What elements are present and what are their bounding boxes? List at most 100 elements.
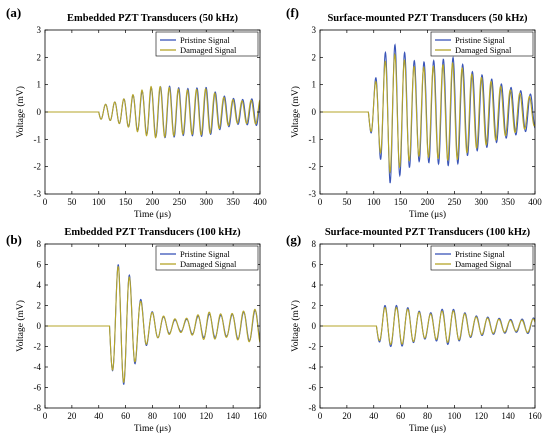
x-tick-label: 350 [226, 197, 240, 207]
y-tick-label: 3 [312, 25, 317, 35]
y-tick-label: -1 [34, 134, 42, 144]
legend-label-pristine: Pristine Signal [455, 35, 505, 45]
y-tick-label: -8 [34, 403, 42, 413]
x-axis-label: Time (μs) [134, 423, 171, 434]
y-tick-label: 6 [37, 260, 42, 270]
x-axis-label: Time (μs) [134, 209, 171, 220]
x-tick-label: 40 [369, 411, 379, 421]
y-tick-label: 0 [37, 321, 42, 331]
y-tick-label: 2 [312, 52, 317, 62]
y-tick-label: -8 [309, 403, 317, 413]
x-tick-label: 40 [94, 411, 104, 421]
y-tick-label: -3 [309, 189, 317, 199]
x-tick-label: 0 [43, 411, 48, 421]
legend-label-pristine: Pristine Signal [455, 249, 505, 259]
x-tick-label: 350 [501, 197, 515, 207]
x-tick-label: 60 [121, 411, 131, 421]
x-tick-label: 400 [253, 197, 267, 207]
y-tick-label: -2 [309, 162, 317, 172]
y-tick-label: -6 [309, 383, 317, 393]
y-tick-label: 3 [37, 25, 42, 35]
chart-title: Embedded PZT Transducers (100 kHz) [64, 227, 241, 238]
y-tick-label: 1 [37, 80, 42, 90]
y-tick-label: 0 [312, 107, 317, 117]
x-tick-label: 400 [528, 197, 542, 207]
x-tick-label: 200 [421, 197, 435, 207]
y-tick-label: -2 [309, 342, 317, 352]
y-tick-label: -2 [34, 162, 42, 172]
x-axis-label: Time (μs) [409, 423, 446, 434]
panel-letter: (a) [6, 5, 21, 20]
chart-panel-a: (a) Embedded PZT Transducers (50 kHz) 0 50 1… [6, 5, 267, 220]
x-tick-label: 250 [448, 197, 462, 207]
x-tick-label: 200 [146, 197, 160, 207]
y-tick-label: -4 [309, 362, 317, 372]
x-tick-label: 0 [318, 411, 323, 421]
legend-label-damaged: Damaged Signal [180, 45, 237, 55]
legend-label-damaged: Damaged Signal [180, 259, 237, 269]
y-tick-label: 4 [37, 280, 42, 290]
x-tick-label: 100 [173, 411, 187, 421]
y-tick-label: 0 [312, 321, 317, 331]
x-tick-label: 160 [528, 411, 542, 421]
y-tick-label: 2 [37, 301, 42, 311]
chart-panel-g: (g) Surface-mounted PZT Transducers (100 … [286, 227, 542, 434]
y-axis-label: Voltage (mV) [290, 86, 301, 138]
y-tick-label: 8 [312, 239, 317, 249]
x-tick-label: 80 [423, 411, 433, 421]
y-tick-label: 0 [37, 107, 42, 117]
series-line-damaged [320, 52, 535, 175]
legend-box [430, 31, 534, 57]
y-axis-label: Voltage (mV) [15, 300, 26, 352]
x-tick-label: 0 [318, 197, 323, 207]
chart-title: Surface-mounted PZT Transducers (100 kHz… [325, 227, 531, 238]
x-tick-label: 250 [173, 197, 187, 207]
y-tick-label: 8 [37, 239, 42, 249]
x-tick-label: 100 [367, 197, 381, 207]
y-tick-label: 6 [312, 260, 317, 270]
y-axis-label: Voltage (mV) [15, 86, 26, 138]
x-tick-label: 60 [396, 411, 406, 421]
panel-letter: (g) [286, 232, 301, 247]
chart-title: Embedded PZT Transducers (50 kHz) [67, 13, 238, 24]
y-tick-label: -1 [309, 134, 317, 144]
y-tick-label: -3 [34, 189, 42, 199]
x-tick-label: 120 [200, 411, 214, 421]
legend-label-pristine: Pristine Signal [180, 35, 230, 45]
legend-label-damaged: Damaged Signal [455, 45, 512, 55]
y-axis-label: Voltage (mV) [290, 300, 301, 352]
x-tick-label: 50 [67, 197, 77, 207]
legend-label-damaged: Damaged Signal [455, 259, 512, 269]
y-tick-label: 2 [37, 52, 42, 62]
x-tick-label: 150 [119, 197, 133, 207]
y-tick-label: -4 [34, 362, 42, 372]
x-tick-label: 140 [226, 411, 240, 421]
x-tick-label: 20 [342, 411, 352, 421]
x-tick-label: 50 [342, 197, 352, 207]
x-tick-label: 120 [475, 411, 489, 421]
legend-box [430, 245, 534, 271]
x-axis-label: Time (μs) [409, 209, 446, 220]
x-tick-label: 0 [43, 197, 48, 207]
x-tick-label: 100 [448, 411, 462, 421]
series-line-pristine [45, 264, 260, 385]
x-tick-label: 150 [394, 197, 408, 207]
chart-title: Surface-mounted PZT Transducers (50 kHz) [327, 13, 528, 24]
legend-label-pristine: Pristine Signal [180, 249, 230, 259]
x-tick-label: 20 [67, 411, 77, 421]
y-tick-label: -6 [34, 383, 42, 393]
x-tick-label: 80 [148, 411, 158, 421]
x-tick-label: 300 [475, 197, 489, 207]
x-tick-label: 140 [501, 411, 515, 421]
panel-letter: (f) [286, 5, 299, 20]
series-line-damaged [45, 266, 260, 383]
series-line-damaged [45, 85, 260, 139]
chart-panel-f: (f) Surface-mounted PZT Transducers (50 k… [286, 5, 542, 220]
panel-letter: (b) [6, 232, 22, 247]
x-tick-label: 100 [92, 197, 106, 207]
legend-box [155, 31, 259, 57]
y-tick-label: 2 [312, 301, 317, 311]
series-line-damaged [320, 306, 535, 346]
x-tick-label: 300 [200, 197, 214, 207]
